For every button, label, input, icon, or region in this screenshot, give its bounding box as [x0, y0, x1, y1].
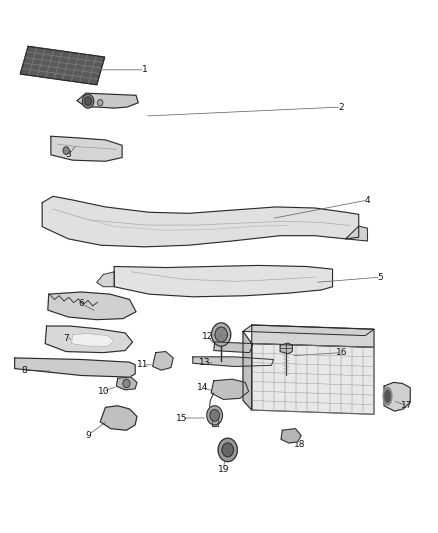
Polygon shape [45, 326, 133, 353]
Polygon shape [152, 352, 173, 370]
Circle shape [98, 100, 103, 106]
Circle shape [123, 379, 130, 387]
Text: 7: 7 [64, 334, 69, 343]
Text: 9: 9 [85, 431, 91, 440]
Polygon shape [100, 406, 137, 430]
Text: 13: 13 [199, 358, 211, 367]
Polygon shape [193, 357, 274, 367]
Circle shape [210, 409, 219, 421]
Polygon shape [71, 334, 114, 346]
Text: 5: 5 [378, 273, 383, 281]
Circle shape [207, 406, 223, 425]
Ellipse shape [383, 387, 392, 405]
Circle shape [222, 443, 233, 457]
Polygon shape [212, 415, 218, 426]
Ellipse shape [385, 390, 390, 402]
Circle shape [85, 97, 92, 106]
Text: 1: 1 [142, 66, 148, 74]
Circle shape [215, 327, 227, 342]
Text: 17: 17 [401, 401, 413, 410]
Circle shape [212, 323, 231, 346]
Polygon shape [114, 265, 332, 297]
Text: 2: 2 [339, 102, 344, 111]
Text: 18: 18 [294, 440, 306, 449]
Text: 14: 14 [197, 383, 208, 392]
Polygon shape [97, 272, 114, 287]
Polygon shape [280, 343, 292, 354]
Polygon shape [214, 342, 253, 353]
Polygon shape [51, 136, 122, 161]
Polygon shape [48, 292, 136, 320]
Text: 15: 15 [176, 414, 187, 423]
Text: 6: 6 [78, 299, 85, 308]
Circle shape [82, 94, 94, 108]
Polygon shape [252, 325, 374, 348]
Polygon shape [243, 325, 374, 336]
Text: 19: 19 [218, 465, 229, 474]
Polygon shape [346, 226, 367, 241]
Circle shape [218, 438, 237, 462]
Polygon shape [243, 332, 252, 410]
Polygon shape [20, 46, 105, 85]
Polygon shape [252, 344, 374, 414]
Polygon shape [42, 196, 359, 247]
Text: 12: 12 [202, 332, 214, 341]
Text: 16: 16 [336, 348, 347, 357]
Text: 3: 3 [66, 150, 71, 159]
Polygon shape [117, 377, 137, 390]
Polygon shape [384, 382, 410, 411]
Polygon shape [281, 429, 301, 443]
Text: 11: 11 [137, 360, 148, 369]
Polygon shape [77, 93, 138, 108]
Text: 4: 4 [365, 196, 370, 205]
Polygon shape [14, 358, 135, 377]
Circle shape [63, 147, 69, 155]
Text: 8: 8 [22, 366, 28, 375]
Polygon shape [211, 379, 249, 399]
Text: 10: 10 [98, 387, 109, 396]
